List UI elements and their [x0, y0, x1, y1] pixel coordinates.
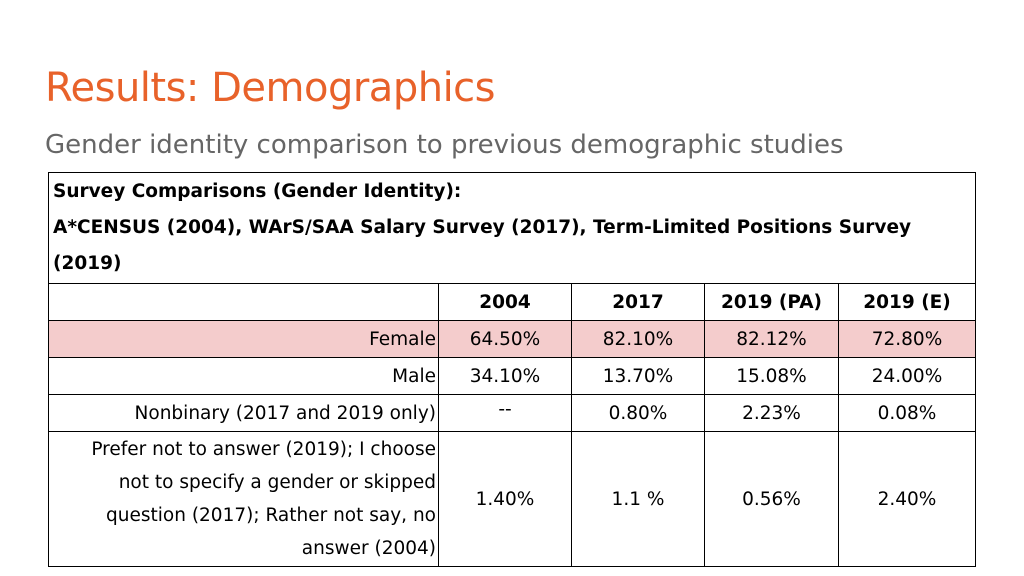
table-cell: 0.08%: [837, 394, 977, 432]
header-blank-cell: [48, 283, 439, 321]
table-cell: 1.40%: [438, 431, 572, 567]
table-caption-row: Survey Comparisons (Gender Identity): A*…: [47, 172, 977, 284]
slide-subtitle: Gender identity comparison to previous d…: [45, 130, 844, 160]
table-cell: 2.23%: [704, 394, 839, 432]
table-cell: 34.10%: [438, 357, 572, 395]
table-caption-surveys: A*CENSUS (2004), WArS/SAA Salary Survey …: [53, 217, 912, 274]
row-label: Prefer not to answer (2019); I choose no…: [48, 431, 439, 567]
column-header-2017: 2017: [571, 283, 705, 321]
survey-comparison-table: Survey Comparisons (Gender Identity): A*…: [47, 172, 977, 567]
table-cell: 2.40%: [837, 431, 977, 567]
table-row-male: Male 34.10% 13.70% 15.08% 24.00%: [48, 357, 977, 395]
table-cell: 64.50%: [438, 320, 572, 358]
row-label: Male: [48, 357, 439, 395]
slide-title: Results: Demographics: [45, 65, 496, 111]
table-cell: --: [438, 394, 572, 432]
table-row-nonbinary: Nonbinary (2017 and 2019 only) -- 0.80% …: [48, 394, 977, 432]
table-cell: 24.00%: [837, 357, 977, 395]
table-cell: 13.70%: [571, 357, 705, 395]
table-cell: 0.56%: [704, 431, 839, 567]
table-row-female: Female 64.50% 82.10% 82.12% 72.80%: [48, 320, 977, 358]
no-data-dash: --: [498, 398, 512, 420]
table-caption: Survey Comparisons (Gender Identity): A*…: [47, 172, 977, 284]
column-header-2019-e: 2019 (E): [837, 283, 977, 321]
table-cell: 0.80%: [571, 394, 705, 432]
table-cell: 15.08%: [704, 357, 839, 395]
table-caption-heading: Survey Comparisons (Gender Identity):: [53, 181, 462, 202]
column-header-2004: 2004: [438, 283, 572, 321]
table-cell: 82.10%: [571, 320, 705, 358]
row-label: Nonbinary (2017 and 2019 only): [48, 394, 439, 432]
table-row-prefer-not-to-answer: Prefer not to answer (2019); I choose no…: [48, 431, 977, 567]
table-cell: 1.1 %: [571, 431, 705, 567]
table-cell: 82.12%: [704, 320, 839, 358]
row-label: Female: [48, 320, 439, 358]
column-header-2019-pa: 2019 (PA): [704, 283, 839, 321]
table-header-row: 2004 2017 2019 (PA) 2019 (E): [48, 283, 977, 321]
table-cell: 72.80%: [837, 320, 977, 358]
